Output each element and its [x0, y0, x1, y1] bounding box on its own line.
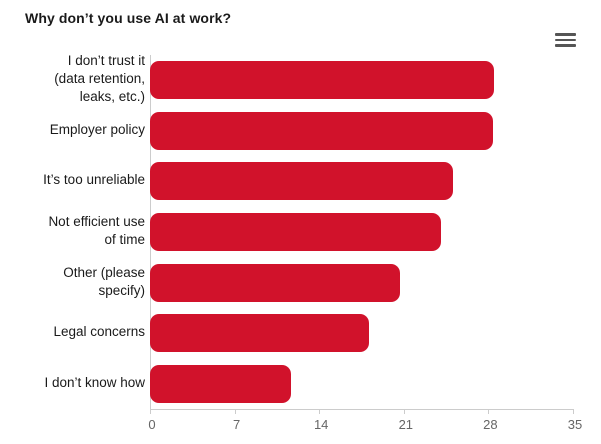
x-axis-tick: [234, 409, 236, 414]
hamburger-line: [554, 38, 576, 42]
bar-5[interactable]: [150, 263, 401, 302]
x-axis-tick-label: 14: [313, 417, 329, 432]
x-axis-tick-label: 7: [232, 417, 241, 432]
chart-title: Why don’t you use AI at work?: [25, 10, 232, 26]
category-label: Other (please specify): [63, 264, 145, 298]
category-label: Not efficient use of time: [48, 214, 145, 247]
bar-3[interactable]: [150, 162, 454, 201]
x-axis-tick-label: 35: [567, 417, 583, 432]
hamburger-line: [554, 33, 576, 36]
category-label: Employer policy: [49, 121, 145, 137]
category-label: Legal concerns: [53, 324, 145, 340]
category-label: It’s too unreliable: [43, 172, 145, 188]
hamburger-menu-icon[interactable]: [550, 29, 580, 51]
x-axis-tick: [319, 409, 321, 414]
bar-4[interactable]: [150, 213, 442, 251]
x-axis-tick-label: 28: [483, 417, 498, 432]
category-label: I don’t trust it (data retention, leaks, e…: [54, 53, 145, 105]
x-axis-tick-label: 0: [148, 417, 156, 432]
bar-7[interactable]: [150, 364, 292, 403]
x-axis-tick: [403, 409, 405, 414]
x-axis-tick: [150, 409, 151, 414]
x-axis-tick: [488, 409, 490, 414]
hamburger-line: [554, 44, 576, 47]
bar-1[interactable]: [150, 61, 495, 100]
x-axis-tick-label: 21: [398, 417, 414, 432]
category-label: I don’t know how: [44, 374, 145, 390]
x-axis-line: [150, 409, 574, 410]
bar-2[interactable]: [150, 111, 494, 150]
x-axis-tick: [573, 409, 574, 414]
bar-6[interactable]: [150, 314, 369, 353]
